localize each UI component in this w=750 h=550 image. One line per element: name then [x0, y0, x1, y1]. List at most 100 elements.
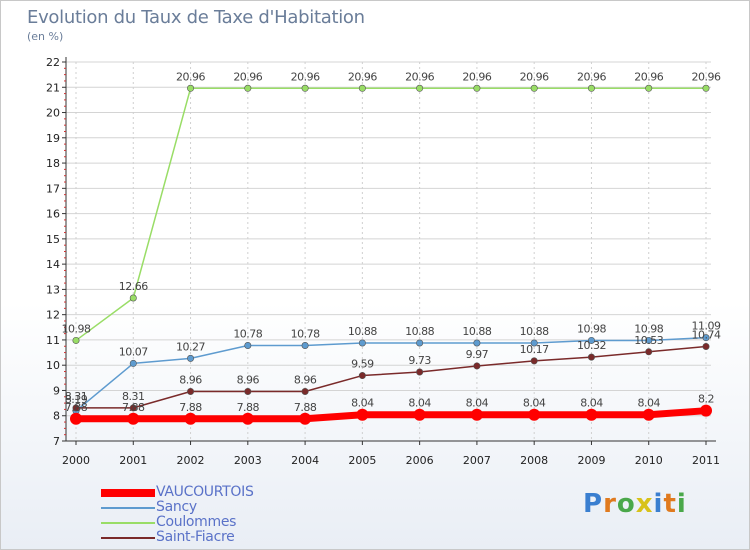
- data-label: 7.88: [237, 401, 260, 414]
- data-label: 8.31: [122, 390, 145, 403]
- data-label: 10.98: [634, 322, 663, 335]
- x-tick-label: 2010: [635, 454, 663, 467]
- data-label: 8.19: [65, 393, 88, 406]
- legend-swatch: [101, 489, 155, 497]
- data-label: 8.04: [408, 397, 431, 410]
- logo-letter: i: [676, 489, 687, 519]
- data-label: 8.2: [698, 393, 714, 406]
- data-point: [702, 343, 710, 351]
- data-label: 10.53: [634, 334, 663, 347]
- data-label: 10.32: [577, 339, 606, 352]
- data-point: [72, 404, 80, 412]
- data-point: [358, 372, 366, 380]
- data-label: 7.88: [122, 401, 145, 414]
- y-tick-label: 8: [53, 410, 60, 423]
- data-point: [416, 368, 424, 376]
- data-point: [241, 412, 254, 425]
- data-point: [530, 357, 538, 365]
- data-point: [645, 348, 653, 356]
- y-tick-label: 22: [46, 56, 60, 69]
- data-point: [358, 84, 366, 92]
- data-point: [301, 84, 309, 92]
- data-point: [642, 408, 655, 421]
- legend-swatch: [101, 522, 155, 524]
- x-tick-label: 2009: [577, 454, 605, 467]
- data-label: 12.66: [119, 280, 148, 293]
- chart-title: Evolution du Taux de Taxe d'Habitation: [27, 7, 365, 28]
- data-point: [530, 84, 538, 92]
- data-label: 8.96: [294, 373, 317, 386]
- data-label: 20.96: [520, 70, 549, 83]
- data-label: 10.88: [405, 325, 434, 338]
- data-point: [72, 336, 80, 344]
- data-point: [244, 341, 252, 349]
- data-point: [470, 408, 483, 421]
- y-tick-label: 12: [46, 309, 60, 322]
- series-line-vaucourtois: [76, 407, 707, 423]
- logo-letter: o: [616, 489, 636, 519]
- data-point: [129, 404, 137, 412]
- y-tick-label: 18: [46, 157, 60, 170]
- x-tick-label: 2008: [520, 454, 548, 467]
- data-point: [416, 84, 424, 92]
- data-point: [301, 341, 309, 349]
- x-tick-label: 2006: [406, 454, 434, 467]
- data-label: 10.88: [520, 325, 549, 338]
- y-tick-label: 7: [53, 435, 60, 448]
- logo-letter: t: [663, 489, 677, 519]
- data-point: [702, 84, 710, 92]
- data-label: 20.96: [176, 70, 205, 83]
- data-point: [700, 404, 712, 417]
- data-label: 10.17: [520, 343, 549, 356]
- y-tick-label: 16: [46, 208, 60, 221]
- data-label: 9.97: [466, 348, 489, 361]
- data-label: 10.88: [462, 325, 491, 338]
- data-label: 7.88: [179, 401, 202, 414]
- y-tick-label: 20: [46, 107, 60, 120]
- data-label: 7.88: [294, 401, 317, 414]
- legend-label: Coulommes: [156, 514, 237, 530]
- data-label: 9.59: [351, 358, 374, 371]
- data-point: [587, 84, 595, 92]
- data-point: [129, 359, 137, 367]
- data-point: [473, 84, 481, 92]
- data-label: 10.07: [119, 345, 148, 358]
- x-tick-label: 2003: [234, 454, 262, 467]
- data-point: [358, 339, 366, 347]
- data-label: 11.09: [692, 320, 721, 333]
- data-point: [187, 387, 195, 395]
- data-point: [187, 84, 195, 92]
- x-tick-label: 2004: [291, 454, 319, 467]
- legend-label: Saint-Fiacre: [156, 529, 235, 545]
- data-point: [702, 334, 710, 342]
- legend-swatch: [101, 537, 155, 539]
- data-point: [127, 412, 140, 425]
- data-point: [473, 339, 481, 347]
- y-tick-label: 9: [53, 384, 60, 397]
- data-label: 10.27: [176, 340, 205, 353]
- data-label: 10.74: [692, 329, 721, 342]
- data-point: [187, 354, 195, 362]
- data-point: [587, 336, 595, 344]
- data-point: [530, 339, 538, 347]
- data-label: 20.96: [634, 70, 663, 83]
- data-point: [129, 294, 137, 302]
- logo-letter: r: [603, 489, 617, 519]
- data-point: [645, 84, 653, 92]
- y-tick-label: 13: [46, 283, 60, 296]
- y-tick-label: 15: [46, 233, 60, 246]
- data-label: 20.96: [462, 70, 491, 83]
- data-point: [299, 412, 312, 425]
- series-line-saint-fiacre: [76, 345, 707, 409]
- data-point: [356, 408, 369, 421]
- legend-label: VAUCOURTOIS: [156, 484, 254, 500]
- data-label: 20.96: [577, 70, 606, 83]
- y-tick-label: 11: [46, 334, 60, 347]
- legend-label: Sancy: [156, 499, 197, 515]
- y-tick-label: 21: [46, 81, 60, 94]
- data-point: [473, 362, 481, 370]
- data-label: 10.98: [62, 322, 91, 335]
- data-label: 8.96: [237, 373, 260, 386]
